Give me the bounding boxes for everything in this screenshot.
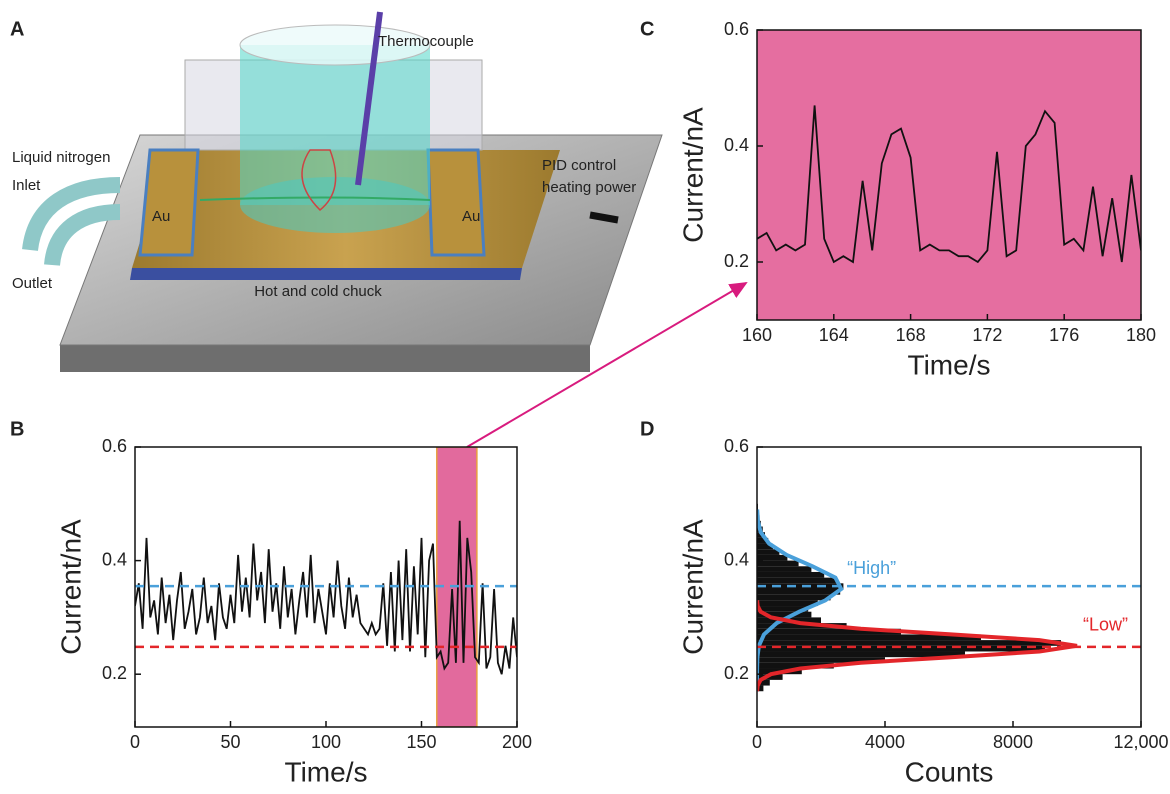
histogram-bar: [757, 645, 1045, 652]
fit-annotation: “High”: [847, 558, 896, 578]
plot-background: [757, 30, 1141, 320]
panel-label: B: [10, 418, 24, 440]
histogram-bar: [757, 611, 812, 618]
fit-annotation: “Low”: [1083, 615, 1128, 635]
histogram-bar: [757, 537, 769, 544]
diagram-label: Hot and cold chuck: [254, 283, 382, 300]
histogram-bar: [757, 640, 1061, 646]
x-tick-label: 0: [130, 732, 140, 752]
x-tick-label: 4000: [865, 732, 905, 752]
x-tick-label: 160: [742, 325, 772, 345]
plot-frame: [756, 29, 1142, 321]
y-tick-label: 0.4: [102, 549, 127, 569]
y-axis-label: Current/nA: [55, 519, 86, 655]
histogram-bar: [757, 594, 831, 601]
histogram-bar: [757, 662, 834, 669]
histogram-bar: [757, 571, 825, 578]
histogram-bar: [757, 554, 788, 561]
x-tick-label: 12,000: [1113, 732, 1168, 752]
histogram-bar: [757, 589, 841, 595]
x-tick-label: 172: [972, 325, 1002, 345]
histogram-bar: [757, 657, 885, 663]
histogram-bar: [757, 583, 844, 589]
x-tick-label: 150: [406, 732, 436, 752]
histogram-bar: [757, 679, 770, 686]
histogram-bar: [757, 623, 847, 629]
x-tick-label: 168: [896, 325, 926, 345]
diagram-label: Outlet: [12, 275, 53, 292]
trace-line: [757, 105, 1141, 264]
x-tick-label: 100: [311, 732, 341, 752]
x-tick-label: 180: [1126, 325, 1156, 345]
diagram-label: Au: [462, 208, 480, 225]
x-tick-label: 200: [502, 732, 532, 752]
histogram-bar: [757, 577, 837, 584]
plot-area: [135, 447, 517, 727]
y-tick-label: 0.2: [724, 663, 749, 683]
diagram-label: Liquid nitrogen: [12, 149, 110, 166]
histogram-bar: [757, 628, 901, 635]
plot-area: [757, 503, 1141, 692]
panel-label: C: [640, 18, 654, 40]
histogram-bar: [757, 634, 981, 641]
x-tick-label: 50: [220, 732, 240, 752]
histogram-bar: [757, 685, 764, 692]
y-axis-label: Current/nA: [677, 107, 708, 243]
zoom-arrow: [466, 281, 748, 448]
y-tick-label: 0.2: [102, 663, 127, 683]
y-tick-label: 0.6: [724, 436, 749, 456]
x-tick-label: 164: [819, 325, 849, 345]
y-tick-label: 0.2: [724, 251, 749, 271]
plot-area: [757, 30, 1141, 320]
x-axis-label: Time/s: [908, 349, 991, 380]
diagram-label: Thermocouple: [378, 33, 474, 50]
x-axis-label: Counts: [905, 756, 994, 787]
histogram-bar: [757, 566, 812, 572]
histogram-bar: [757, 600, 818, 607]
y-tick-label: 0.6: [724, 19, 749, 39]
diagram-label: Au: [152, 208, 170, 225]
x-axis-label: Time/s: [285, 756, 368, 787]
histogram-bar: [757, 606, 809, 612]
y-tick-label: 0.6: [102, 436, 127, 456]
y-tick-label: 0.4: [724, 135, 749, 155]
histogram-bar: [757, 543, 773, 550]
x-tick-label: 176: [1049, 325, 1079, 345]
diagram-label: Inlet: [12, 177, 41, 194]
x-tick-label: 0: [752, 732, 762, 752]
panel-label: D: [640, 418, 654, 440]
y-axis-label: Current/nA: [677, 519, 708, 655]
trace-line: [135, 520, 517, 675]
histogram-bar: [757, 651, 965, 658]
histogram-bar: [757, 560, 799, 567]
diagram-label: heating power: [542, 179, 636, 196]
y-tick-label: 0.4: [724, 549, 749, 569]
panel-label: A: [10, 18, 24, 40]
diagram-label: PID control: [542, 157, 616, 174]
histogram-bar: [757, 549, 780, 555]
x-tick-label: 8000: [993, 732, 1033, 752]
setup-illustration: [22, 11, 663, 372]
plot-frame: [756, 446, 1142, 728]
